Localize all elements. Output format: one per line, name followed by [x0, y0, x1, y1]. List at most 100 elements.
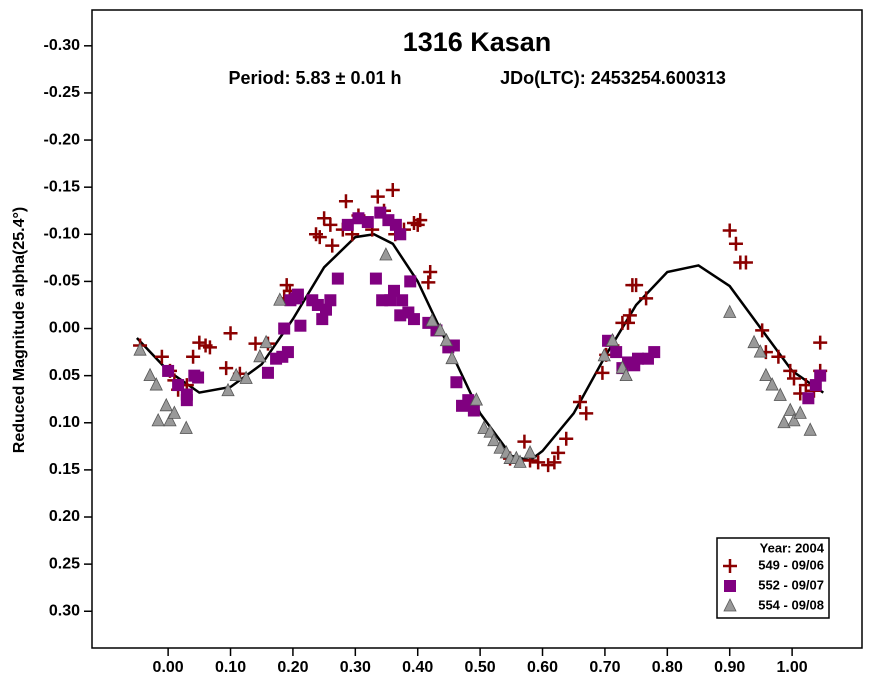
cross-marker [413, 213, 428, 228]
x-tick-label: 0.40 [402, 659, 433, 676]
cross-marker [202, 340, 217, 355]
triangle-marker [723, 598, 737, 612]
y-tick-label: 0.10 [49, 414, 80, 431]
cross-marker [572, 395, 587, 410]
triangle-marker [163, 412, 177, 427]
square-marker [281, 346, 294, 359]
cross-marker [531, 455, 546, 470]
cross-marker [579, 406, 594, 421]
cross-marker [547, 455, 562, 470]
triangle-marker [439, 332, 454, 347]
triangle-marker [787, 412, 801, 427]
cross-marker [551, 445, 566, 460]
triangle-marker [433, 322, 447, 336]
cross-marker [722, 223, 737, 238]
cross-marker [728, 236, 743, 251]
period: Period: 5.83 ± 0.01 h [229, 68, 402, 88]
x-tick-label: 0.90 [714, 659, 745, 676]
triangle-marker [477, 420, 491, 434]
square-marker [802, 392, 815, 405]
legend-label: 549 - 09/06 [758, 557, 824, 572]
square-marker [369, 272, 382, 285]
triangle-marker [253, 348, 267, 363]
cross-marker [595, 365, 610, 380]
y-tick-label: -0.25 [44, 84, 81, 101]
cross-marker [317, 211, 332, 226]
y-tick-label: 0.25 [49, 555, 80, 572]
x-tick-label: 0.20 [277, 659, 308, 676]
square-marker [610, 346, 623, 359]
triangle-marker [493, 440, 507, 454]
square-marker [407, 313, 420, 326]
cross-marker [312, 230, 327, 245]
legend-label: 552 - 09/07 [758, 577, 824, 592]
y-tick-label: 0.00 [49, 320, 80, 337]
triangle-marker [513, 454, 527, 468]
square-marker [396, 294, 409, 307]
square-marker [384, 294, 397, 307]
cross-marker [639, 291, 654, 306]
cross-marker [559, 431, 574, 446]
cross-marker [423, 264, 438, 279]
cross-marker [783, 363, 798, 378]
square-marker [331, 272, 344, 285]
square-marker [809, 379, 822, 392]
y-tick-label: 0.30 [49, 602, 80, 619]
x-tick-label: 1.00 [777, 659, 808, 676]
cross-marker [248, 336, 263, 351]
square-marker [172, 379, 185, 392]
x-tick-label: 0.00 [153, 659, 184, 676]
square-marker [389, 218, 402, 231]
triangle-marker [229, 367, 243, 382]
square-marker [404, 275, 417, 288]
triangle-marker [167, 405, 182, 419]
y-tick-label: 0.05 [49, 367, 80, 384]
cross-marker [621, 315, 636, 330]
cross-marker [813, 335, 828, 350]
legend-box [716, 537, 830, 619]
x-tick-label: 0.30 [340, 659, 371, 676]
square-marker [631, 352, 644, 365]
triangle-marker [793, 405, 807, 419]
legend-label: 554 - 09/08 [758, 597, 824, 612]
cross-marker [223, 326, 238, 341]
triangle-marker [221, 382, 235, 397]
y-tick-label: -0.30 [44, 37, 81, 54]
x-tick-label: 0.70 [589, 659, 620, 676]
triangle-marker [803, 422, 817, 436]
triangle-marker [597, 347, 611, 362]
x-tick-label: 0.80 [652, 659, 683, 676]
triangle-marker [425, 313, 439, 327]
cross-marker [370, 189, 385, 204]
cross-marker [219, 361, 234, 376]
cross-marker [738, 255, 753, 270]
square-marker [388, 284, 401, 297]
y-tick-label: -0.20 [44, 131, 81, 148]
y-tick-label: -0.15 [44, 178, 81, 195]
triangle-marker [259, 334, 273, 349]
triangle-marker [179, 420, 193, 434]
y-tick-label: -0.10 [44, 226, 81, 243]
square-marker [352, 212, 365, 225]
triangle-marker [747, 334, 761, 349]
triangle-marker [469, 392, 484, 406]
cross-marker [517, 434, 532, 449]
triangle-marker [483, 424, 497, 438]
square-marker [278, 322, 291, 335]
cross-marker [323, 217, 338, 232]
square-marker [341, 218, 354, 231]
fit-curve [135, 233, 825, 462]
triangle-marker [239, 370, 253, 384]
square-marker [324, 294, 337, 307]
cross-marker [629, 278, 644, 293]
triangle-marker [151, 412, 165, 427]
epoch: JDo(LTC): 2453254.600313 [500, 68, 726, 88]
cross-marker [385, 182, 400, 197]
square-marker [724, 580, 736, 592]
cross-marker [186, 349, 201, 364]
legend-title: Year: 2004 [760, 540, 825, 555]
y-tick-label: 0.15 [49, 461, 80, 478]
cross-marker [541, 458, 556, 473]
triangle-marker [445, 350, 459, 365]
triangle-marker [379, 247, 393, 261]
